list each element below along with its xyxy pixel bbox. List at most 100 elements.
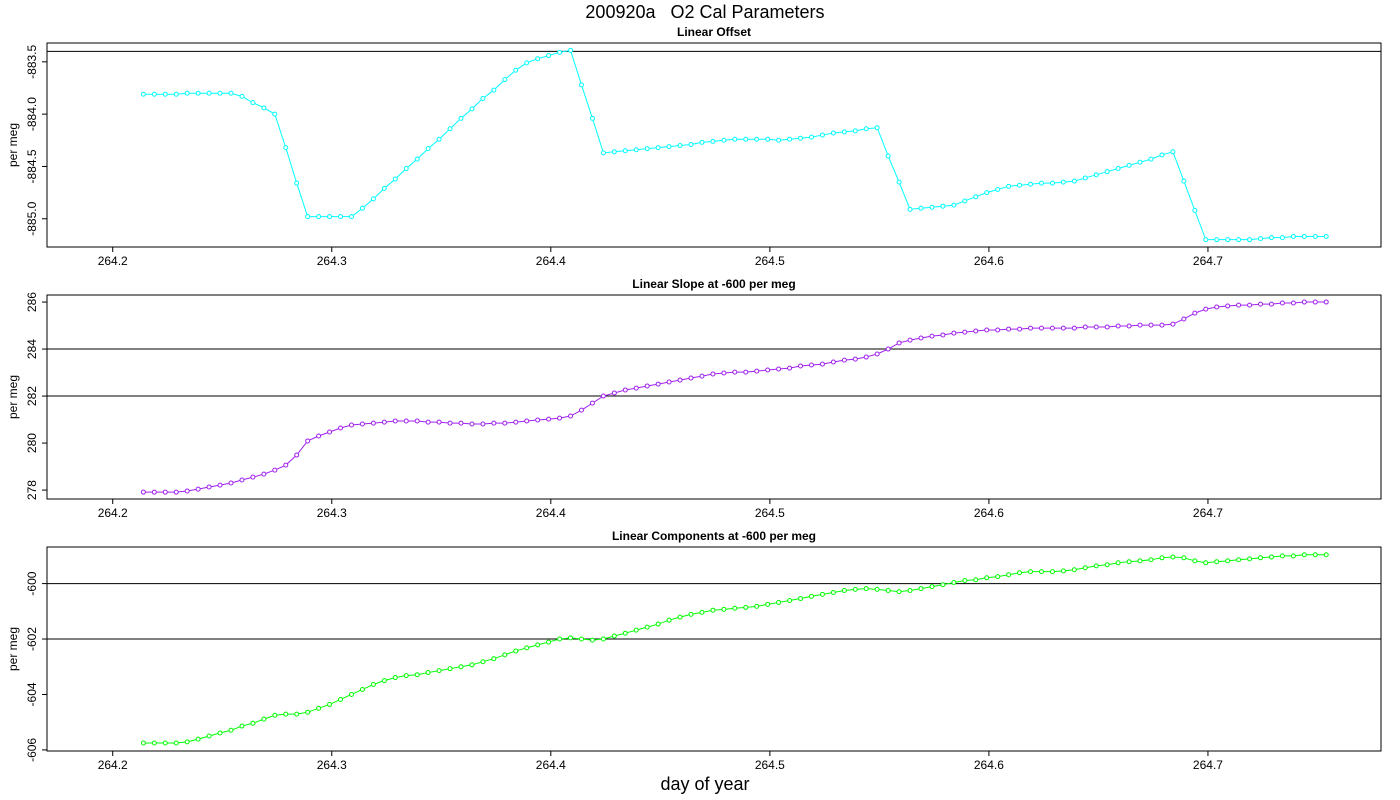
- data-point: [1159, 555, 1165, 561]
- y-tick-label: -600: [25, 571, 39, 595]
- plot-frame: [46, 42, 1382, 248]
- y-tick-label: 278: [25, 480, 39, 500]
- data-point: [294, 711, 300, 717]
- data-point: [1268, 554, 1274, 560]
- x-tick-label: 264.2: [98, 758, 128, 772]
- data-point: [852, 356, 858, 362]
- data-point: [929, 204, 935, 210]
- data-point: [151, 740, 157, 746]
- data-point: [1137, 159, 1143, 165]
- data-point: [600, 636, 606, 642]
- data-point: [403, 166, 409, 172]
- data-point: [272, 111, 278, 117]
- data-point: [568, 635, 574, 641]
- data-point: [743, 604, 749, 610]
- data-point: [206, 733, 212, 739]
- data-point: [798, 135, 804, 141]
- x-tick-label: 264.6: [974, 254, 1004, 268]
- data-point: [381, 185, 387, 191]
- data-point: [1290, 300, 1296, 306]
- data-point: [403, 418, 409, 424]
- data-point: [732, 136, 738, 142]
- data-point: [699, 373, 705, 379]
- data-point: [162, 489, 168, 495]
- data-point: [305, 214, 311, 220]
- data-point: [1126, 162, 1132, 168]
- y-tick-label: -883.5: [25, 44, 39, 78]
- data-point: [469, 662, 475, 668]
- data-point: [677, 377, 683, 383]
- x-tick-label: 264.7: [1193, 758, 1223, 772]
- data-point: [885, 153, 891, 159]
- data-point: [195, 736, 201, 742]
- data-point: [250, 474, 256, 480]
- data-point: [896, 340, 902, 346]
- data-point: [162, 740, 168, 746]
- data-point: [228, 90, 234, 96]
- data-point: [1104, 324, 1110, 330]
- data-point: [535, 642, 541, 648]
- data-point: [502, 77, 508, 83]
- data-point: [655, 145, 661, 151]
- data-point: [743, 136, 749, 142]
- data-point: [1192, 310, 1198, 316]
- data-point: [1115, 166, 1121, 172]
- data-point: [666, 144, 672, 150]
- data-point: [808, 362, 814, 368]
- data-point: [798, 363, 804, 369]
- data-point: [776, 366, 782, 372]
- data-point: [283, 145, 289, 151]
- data-point: [830, 359, 836, 365]
- data-point: [688, 375, 694, 381]
- data-point: [513, 419, 519, 425]
- data-point: [721, 370, 727, 376]
- data-point: [1038, 569, 1044, 575]
- data-point: [1126, 559, 1132, 565]
- x-tick-label: 264.5: [755, 506, 785, 520]
- data-point: [962, 198, 968, 204]
- data-point: [1159, 322, 1165, 328]
- panel-title: Linear Offset: [677, 25, 751, 39]
- data-point: [677, 614, 683, 620]
- data-point: [1290, 234, 1296, 240]
- data-point: [327, 429, 333, 435]
- x-tick-label: 264.3: [317, 506, 347, 520]
- data-point: [776, 137, 782, 143]
- data-point: [984, 327, 990, 333]
- data-point: [1301, 552, 1307, 558]
- y-axis-label: per meg: [6, 375, 20, 419]
- data-point: [589, 400, 595, 406]
- data-point: [1214, 304, 1220, 310]
- data-point: [524, 645, 530, 651]
- data-point: [1236, 237, 1242, 243]
- data-point: [535, 56, 541, 62]
- data-point: [644, 383, 650, 389]
- data-point: [239, 93, 245, 99]
- data-point: [151, 91, 157, 97]
- data-point: [316, 214, 322, 220]
- data-point: [1323, 552, 1329, 558]
- data-point: [1312, 552, 1318, 558]
- data-point: [1236, 557, 1242, 563]
- data-point: [1236, 302, 1242, 308]
- data-point: [381, 678, 387, 684]
- y-tick-label: -606: [25, 738, 39, 762]
- data-point: [1071, 178, 1077, 184]
- data-point: [524, 60, 530, 66]
- data-point: [666, 617, 672, 623]
- data-point: [414, 672, 420, 678]
- data-point: [1028, 569, 1034, 575]
- data-point: [721, 606, 727, 612]
- data-point: [1071, 325, 1077, 331]
- data-point: [918, 205, 924, 211]
- data-point: [1028, 325, 1034, 331]
- data-point: [589, 115, 595, 121]
- data-point: [502, 420, 508, 426]
- data-point: [250, 720, 256, 726]
- data-point: [502, 652, 508, 658]
- data-point: [239, 477, 245, 483]
- data-point: [1225, 303, 1231, 309]
- data-point: [272, 712, 278, 718]
- data-point: [1093, 563, 1099, 569]
- data-point: [885, 346, 891, 352]
